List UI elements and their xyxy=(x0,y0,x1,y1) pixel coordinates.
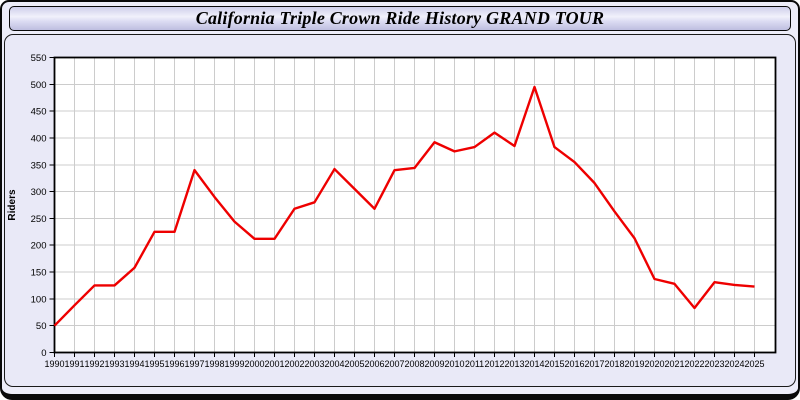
svg-text:2021: 2021 xyxy=(664,359,684,369)
y-axis-labels: 0 50 100 150 200 250 300 350 400 450 500 550 xyxy=(31,53,47,359)
gridlines xyxy=(54,57,776,353)
svg-text:2000: 2000 xyxy=(244,359,264,369)
svg-text:2004: 2004 xyxy=(324,359,344,369)
svg-text:2019: 2019 xyxy=(624,359,644,369)
svg-text:1997: 1997 xyxy=(184,359,204,369)
svg-text:2017: 2017 xyxy=(584,359,604,369)
svg-text:2018: 2018 xyxy=(604,359,624,369)
svg-text:2005: 2005 xyxy=(344,359,364,369)
svg-text:300: 300 xyxy=(31,187,47,198)
svg-text:2020: 2020 xyxy=(644,359,664,369)
svg-text:1993: 1993 xyxy=(104,359,124,369)
svg-text:350: 350 xyxy=(31,160,47,171)
svg-text:2006: 2006 xyxy=(364,359,384,369)
svg-text:2002: 2002 xyxy=(284,359,304,369)
svg-text:2003: 2003 xyxy=(304,359,324,369)
svg-text:1996: 1996 xyxy=(164,359,184,369)
svg-text:2022: 2022 xyxy=(684,359,704,369)
axis-ticks xyxy=(49,57,755,357)
title-bar: California Triple Crown Ride History GRA… xyxy=(9,6,791,31)
svg-text:2016: 2016 xyxy=(564,359,584,369)
x-axis-labels: 1990 1991 1992 1993 1994 1995 1996 1997 1998 1999… xyxy=(44,359,764,369)
chart-title: California Triple Crown Ride History GRA… xyxy=(195,8,605,28)
svg-text:2025: 2025 xyxy=(744,359,764,369)
y-axis-title: Riders xyxy=(7,189,18,221)
svg-text:2001: 2001 xyxy=(264,359,284,369)
svg-text:0: 0 xyxy=(41,348,46,359)
svg-text:150: 150 xyxy=(31,268,47,279)
svg-text:1994: 1994 xyxy=(124,359,144,369)
svg-text:2010: 2010 xyxy=(444,359,464,369)
svg-text:2008: 2008 xyxy=(404,359,424,369)
svg-text:1991: 1991 xyxy=(64,359,84,369)
series-line xyxy=(53,85,755,327)
svg-text:2007: 2007 xyxy=(384,359,404,369)
svg-text:1999: 1999 xyxy=(224,359,244,369)
svg-text:1992: 1992 xyxy=(84,359,104,369)
svg-text:550: 550 xyxy=(31,53,47,64)
svg-text:500: 500 xyxy=(31,80,47,91)
svg-text:250: 250 xyxy=(31,214,47,225)
svg-text:2011: 2011 xyxy=(465,359,484,369)
svg-text:2014: 2014 xyxy=(524,359,544,369)
svg-text:50: 50 xyxy=(36,321,47,332)
svg-text:100: 100 xyxy=(31,294,47,305)
svg-text:2013: 2013 xyxy=(504,359,524,369)
svg-text:2012: 2012 xyxy=(484,359,504,369)
svg-text:200: 200 xyxy=(31,241,47,252)
svg-text:1995: 1995 xyxy=(144,359,164,369)
svg-text:2023: 2023 xyxy=(704,359,724,369)
svg-text:2015: 2015 xyxy=(544,359,564,369)
svg-text:2024: 2024 xyxy=(724,359,744,369)
svg-text:450: 450 xyxy=(31,107,47,118)
svg-text:1998: 1998 xyxy=(204,359,224,369)
svg-text:400: 400 xyxy=(31,133,47,144)
svg-text:1990: 1990 xyxy=(44,359,64,369)
svg-text:2009: 2009 xyxy=(424,359,444,369)
